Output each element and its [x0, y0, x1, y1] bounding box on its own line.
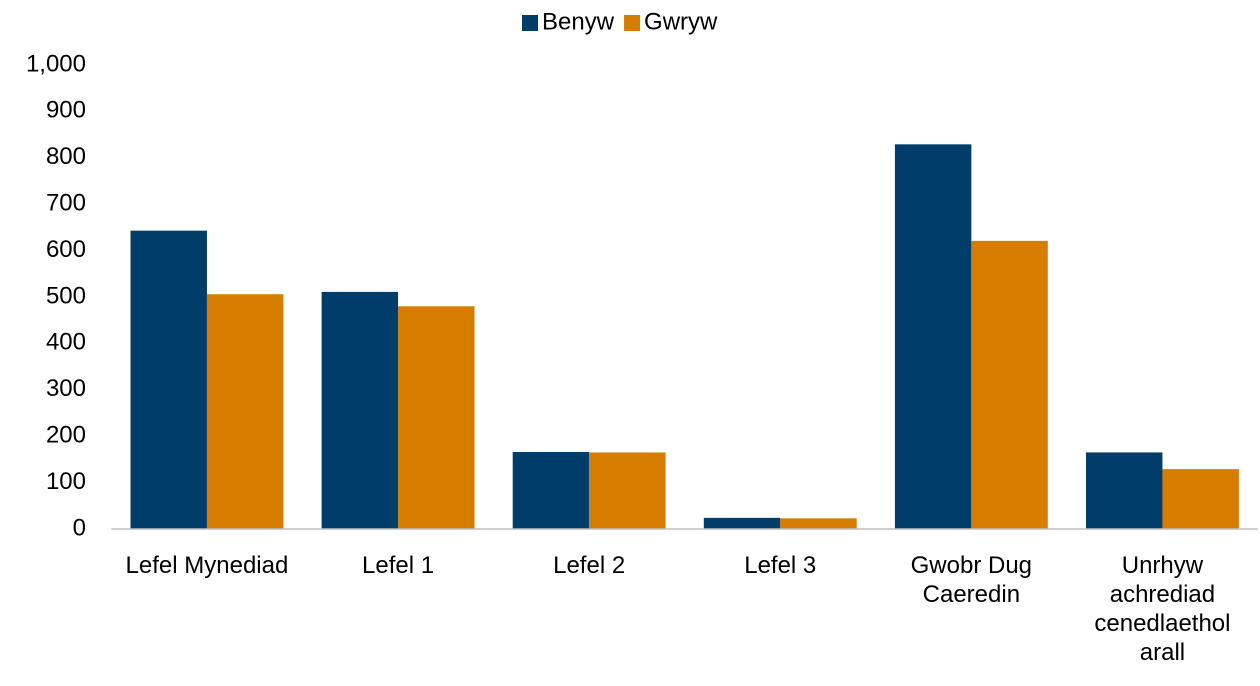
bar: [398, 306, 475, 529]
legend-swatch: [624, 15, 641, 31]
bar: [321, 291, 399, 529]
x-tick-label: Unrhyw achrediad cenedlaethol arall: [1094, 552, 1231, 666]
y-tick-label: 100: [46, 468, 86, 495]
y-tick-label: 700: [46, 190, 86, 217]
y-tick-label: 400: [46, 329, 86, 356]
bar: [1162, 469, 1239, 529]
y-tick-label: 200: [46, 422, 86, 449]
x-tick-label: Lefel Mynediad: [125, 552, 289, 579]
bar: [512, 451, 590, 529]
y-tick-label: 600: [46, 236, 86, 263]
bar: [780, 518, 857, 529]
y-tick-label: 800: [46, 143, 86, 170]
y-tick-label: 500: [46, 282, 86, 309]
bar: [1086, 452, 1163, 529]
legend-swatch: [522, 15, 538, 31]
y-tick-label: 1,000: [26, 50, 86, 77]
bar: [130, 230, 207, 529]
legend-label: Benyw: [542, 8, 615, 35]
bar: [894, 144, 972, 529]
y-tick-label: 900: [46, 97, 86, 124]
y-tick-label: 0: [73, 514, 86, 541]
bar: [206, 294, 284, 529]
legend-label: Gwryw: [644, 8, 718, 35]
x-tick-label: Lefel 1: [362, 552, 435, 579]
bar: [971, 240, 1048, 529]
bar: [703, 517, 781, 529]
x-tick-label: Gwobr Dug Caeredin: [910, 552, 1033, 608]
x-tick-label: Lefel 2: [553, 552, 626, 579]
x-tick-label: Lefel 3: [744, 552, 817, 579]
bar: [589, 452, 666, 529]
y-tick-label: 300: [46, 375, 86, 402]
